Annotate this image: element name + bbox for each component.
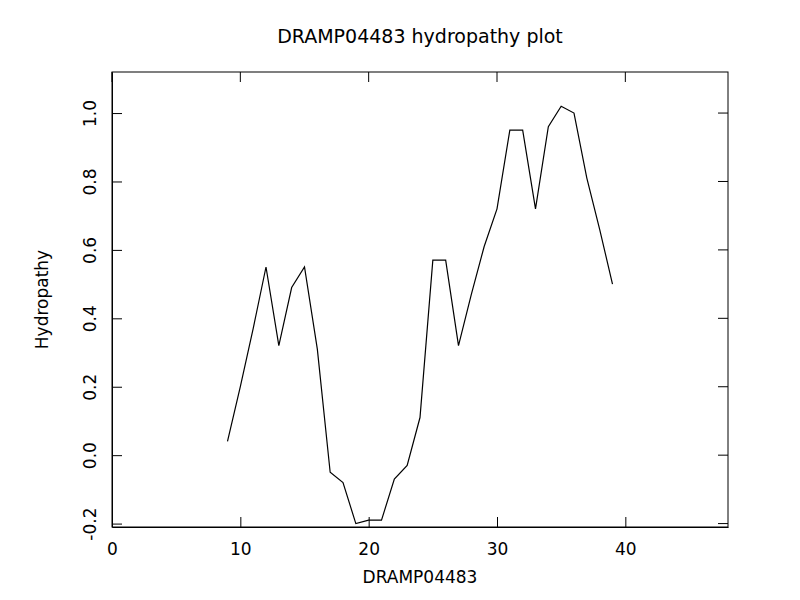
y-tick-mark-right xyxy=(718,113,728,114)
y-tick-mark-right xyxy=(718,181,728,182)
mirror-ticks xyxy=(112,72,728,524)
y-tick: 0.2 xyxy=(80,374,122,401)
x-tick-mark xyxy=(240,517,241,527)
y-tick: 0.0 xyxy=(80,442,122,469)
y-tick: 0.8 xyxy=(80,168,122,195)
x-tick: 20 xyxy=(358,517,380,559)
x-tick: 40 xyxy=(615,517,637,559)
y-tick: -0.2 xyxy=(80,507,122,540)
y-tick: 0.6 xyxy=(80,237,122,264)
y-tick-mark-right xyxy=(718,455,728,456)
x-tick-label: 40 xyxy=(615,539,637,559)
x-tick-mark xyxy=(625,517,626,527)
y-tick-mark-right xyxy=(718,386,728,387)
y-tick-mark xyxy=(112,318,122,319)
x-tick-label: 0 xyxy=(107,539,118,559)
y-tick-mark-right xyxy=(718,249,728,250)
x-tick-mark xyxy=(369,517,370,527)
y-tick-mark-right xyxy=(718,523,728,524)
y-tick-mark xyxy=(112,250,122,251)
y-tick-label: 0.2 xyxy=(80,374,100,401)
y-tick: 1.0 xyxy=(80,100,122,127)
chart-title: DRAMP04483 hydropathy plot xyxy=(277,25,563,47)
x-axis-title: DRAMP04483 xyxy=(363,567,478,587)
x-axis: 0 10 20 30 40 xyxy=(107,517,728,559)
x-tick-mark-top xyxy=(368,72,369,82)
x-tick: 10 xyxy=(230,517,252,559)
y-tick-mark xyxy=(112,455,122,456)
y-tick-label: 0.6 xyxy=(80,237,100,264)
x-axis-line xyxy=(113,527,729,528)
y-tick-label: -0.2 xyxy=(80,507,100,540)
x-tick-mark xyxy=(497,517,498,527)
y-tick-label: 0.8 xyxy=(80,168,100,195)
x-tick-mark-top xyxy=(625,72,626,82)
y-tick-mark xyxy=(112,113,122,114)
y-tick-mark xyxy=(112,387,122,388)
x-tick-label: 20 xyxy=(358,539,380,559)
x-tick-mark-top xyxy=(240,72,241,82)
y-tick-mark xyxy=(112,524,122,525)
x-tick-label: 30 xyxy=(487,539,509,559)
plot-area xyxy=(228,106,613,523)
plot-frame xyxy=(112,72,728,527)
x-tick-label: 10 xyxy=(230,539,252,559)
y-tick-label: 0.4 xyxy=(80,305,100,332)
y-axis-line xyxy=(112,73,113,528)
hydropathy-line xyxy=(228,106,613,523)
x-tick-mark-top xyxy=(112,72,113,82)
y-tick: 0.4 xyxy=(80,305,122,332)
x-tick-mark-top xyxy=(497,72,498,82)
y-axis: -0.2 0.0 0.2 0.4 0.6 0.8 1.0 xyxy=(80,73,122,541)
chart: 0 10 20 30 40 -0.2 0.0 0.2 0.4 0.6 0.8 1.0 DRAMP0448… xyxy=(0,0,800,600)
y-tick-label: 1.0 xyxy=(80,100,100,127)
y-tick-mark-right xyxy=(718,318,728,319)
y-tick-label: 0.0 xyxy=(80,442,100,469)
x-tick: 30 xyxy=(487,517,509,559)
y-axis-title: Hydropathy xyxy=(32,250,52,349)
y-tick-mark xyxy=(112,181,122,182)
